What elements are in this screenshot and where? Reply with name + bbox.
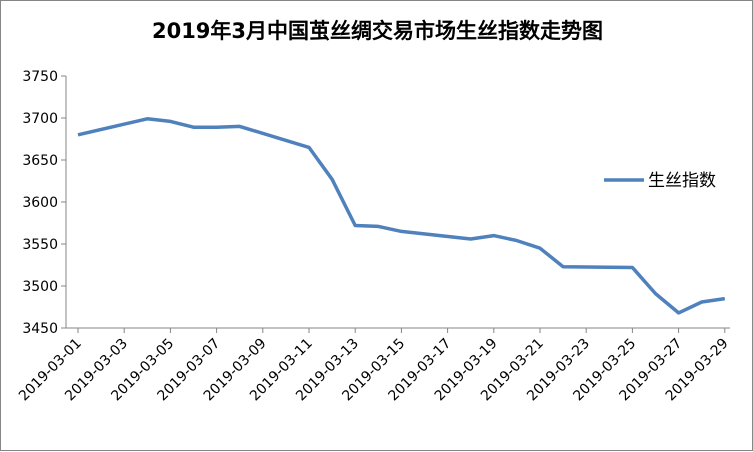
- y-tick-label: 3450: [22, 321, 58, 337]
- series-line-shengsi-index: [77, 117, 726, 315]
- y-tick-label: 3550: [22, 237, 58, 253]
- y-tick-label: 3600: [22, 195, 58, 211]
- y-tick-label: 3700: [22, 111, 58, 127]
- y-tick-label: 3650: [22, 153, 58, 169]
- chart-title: 2019年3月中国茧丝绸交易市场生丝指数走势图: [151, 19, 604, 43]
- y-tick-label: 3500: [22, 279, 58, 295]
- y-tick-label: 3750: [22, 69, 58, 85]
- legend-label: 生丝指数: [648, 171, 716, 191]
